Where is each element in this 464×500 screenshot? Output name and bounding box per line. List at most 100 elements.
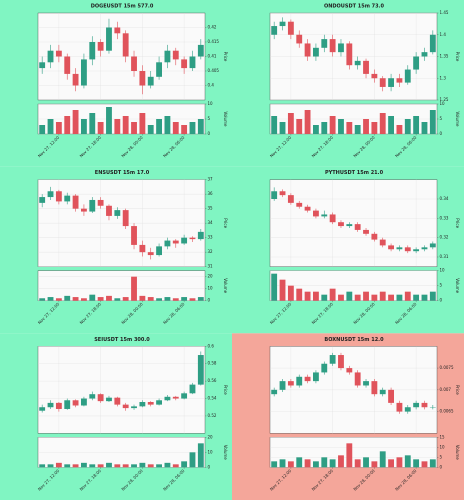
y-tick-label: 0.4: [208, 83, 215, 88]
volume-bar: [329, 288, 336, 301]
volume-bar: [271, 461, 278, 468]
candle-body: [338, 222, 344, 227]
candle-body: [313, 47, 319, 57]
candle-body: [81, 398, 87, 406]
price-panel: [37, 346, 206, 434]
candle-body: [429, 243, 436, 248]
volume-bar: [279, 122, 286, 134]
volume-bar: [304, 291, 311, 301]
volume-axis-label: Volume: [455, 112, 460, 127]
volume-bar: [321, 457, 328, 468]
volume-bar: [164, 116, 171, 134]
volume-bar: [371, 122, 378, 134]
candle-body: [363, 229, 369, 234]
volume-bar: [413, 116, 420, 134]
volume-bar: [97, 122, 104, 134]
candle-body: [429, 34, 436, 53]
volume-bar: [106, 107, 112, 134]
candle-body: [189, 384, 196, 394]
volume-bar: [279, 279, 286, 301]
candle-body: [147, 252, 154, 256]
candle-body: [354, 224, 361, 230]
y-axis-label: Price: [223, 218, 228, 228]
candle-body: [97, 42, 104, 51]
volume-bar: [47, 119, 54, 134]
volume-bar: [139, 295, 146, 301]
candle-body: [404, 69, 411, 83]
y-tick-label: 31: [208, 264, 214, 269]
volume-bar: [131, 276, 137, 301]
volume-bar: [181, 297, 188, 301]
y-axis-label: Price: [223, 52, 228, 62]
candle-body: [363, 381, 369, 386]
candle-body: [156, 246, 162, 256]
candle-body: [321, 39, 328, 48]
volume-bar: [106, 462, 112, 468]
volume-bar: [97, 464, 104, 468]
candle-body: [197, 44, 204, 57]
candle-body: [55, 191, 62, 202]
volume-bar: [156, 119, 162, 134]
volume-bar: [64, 295, 71, 301]
candle-body: [354, 372, 361, 386]
volume-bar: [404, 119, 411, 134]
candle-body: [421, 52, 428, 57]
candle-body: [72, 73, 79, 86]
volume-bar: [271, 273, 278, 301]
candle-body: [131, 56, 137, 71]
candle-body: [404, 407, 411, 412]
volume-bar: [72, 297, 79, 301]
candle-body: [413, 402, 420, 408]
candle-body: [64, 400, 71, 409]
candle-body: [72, 400, 79, 406]
candle-body: [97, 199, 104, 206]
candle-body: [47, 50, 54, 63]
candle-body: [55, 50, 62, 57]
candle-body: [47, 191, 54, 198]
candle-body: [388, 78, 394, 87]
volume-tick-label: 0: [208, 131, 211, 136]
candle-body: [313, 210, 319, 217]
y-tick-label: 0.32: [440, 235, 449, 240]
candle-body: [122, 404, 129, 409]
volume-bar: [55, 122, 62, 134]
volume-bar: [164, 297, 171, 301]
volume-bar: [72, 464, 79, 468]
y-tick-label: 0.405: [208, 68, 220, 73]
candle-body: [379, 239, 386, 246]
y-axis-label: Price: [223, 385, 228, 395]
price-panel: [269, 179, 438, 267]
y-tick-label: 1.4: [440, 32, 447, 37]
y-tick-label: 1.45: [440, 10, 449, 15]
volume-bar: [421, 122, 428, 134]
candle-body: [181, 237, 188, 244]
volume-bar: [287, 461, 294, 468]
y-tick-label: 0.42: [208, 25, 217, 30]
candle-body: [181, 59, 188, 69]
volume-bar: [197, 443, 204, 468]
candle-body: [329, 355, 336, 364]
candle-body: [346, 43, 353, 66]
volume-bar: [313, 291, 319, 301]
y-tick-label: 0.007: [440, 387, 452, 392]
candle-body: [139, 71, 146, 86]
chart-title: ONDOUSDT 15m 73.0: [324, 4, 385, 10]
volume-bar: [388, 459, 394, 468]
volume-bar: [139, 462, 146, 468]
candle-body: [371, 381, 378, 395]
volume-tick-label: 10: [440, 444, 446, 449]
candle-body: [379, 389, 386, 395]
volume-bar: [114, 464, 121, 468]
candle-body: [131, 226, 137, 245]
volume-bar: [89, 464, 96, 468]
y-tick-label: 1.35: [440, 54, 449, 59]
volume-bar: [97, 297, 104, 301]
volume-bar: [296, 119, 303, 134]
candle-body: [189, 237, 196, 240]
candle-body: [271, 389, 278, 395]
volume-axis-label: Volume: [455, 278, 460, 293]
y-tick-label: 34: [208, 220, 214, 225]
volume-bar: [313, 461, 319, 468]
candle-body: [388, 389, 394, 403]
candle-body: [346, 224, 353, 227]
